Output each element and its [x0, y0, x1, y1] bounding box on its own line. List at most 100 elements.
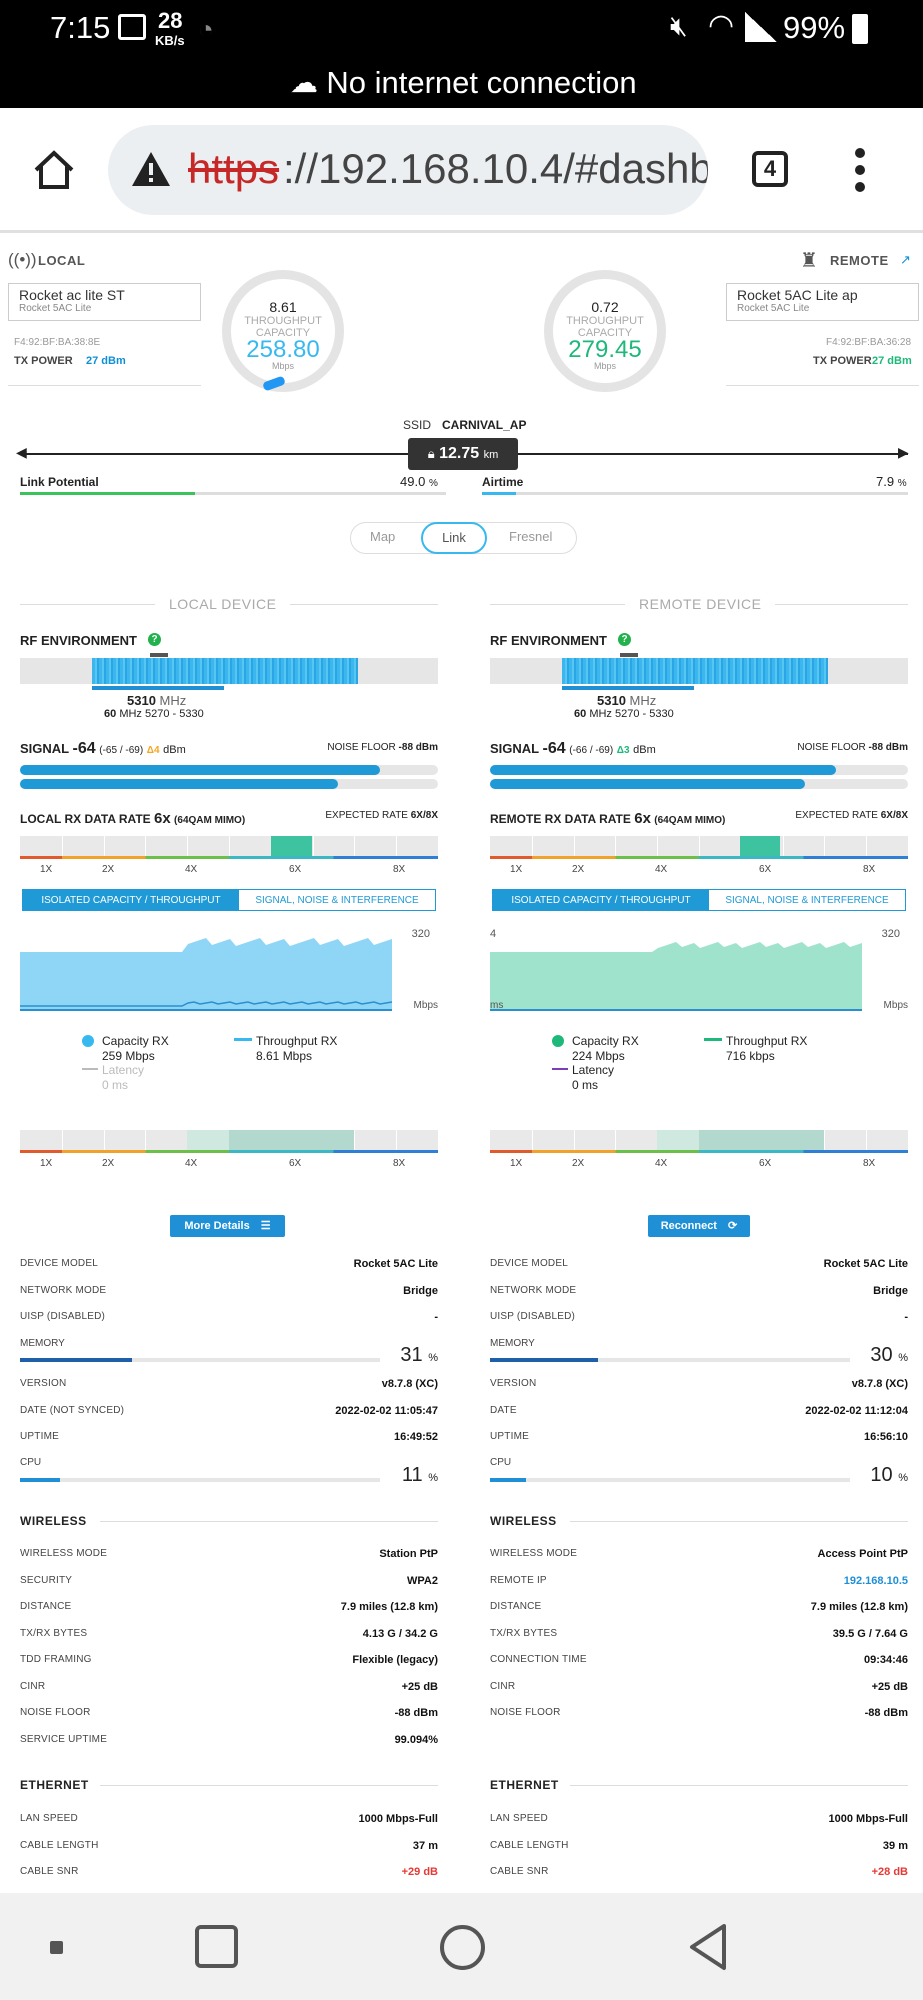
ethernet-label: LAN SPEED: [490, 1813, 548, 1824]
wifi-off-icon: ◔: [198, 14, 214, 44]
rate-tick-label: 2X: [102, 1158, 115, 1169]
info-label: NETWORK MODE: [490, 1284, 577, 1296]
wireless-label: WIRELESS MODE: [20, 1548, 108, 1559]
local-device-name-box[interactable]: Rocket ac lite ST Rocket 5AC Lite: [8, 283, 201, 321]
tab-fresnel[interactable]: Fresnel: [509, 529, 553, 544]
local-gauge-label1: THROUGHPUT: [244, 315, 322, 327]
wifi-icon: ◠: [708, 9, 735, 42]
airtime-label: Airtime: [482, 475, 524, 489]
latency-legend-icon: [552, 1068, 568, 1070]
remote-device-model: Rocket 5AC Lite: [737, 303, 810, 314]
remote-device-title: REMOTE DEVICE: [625, 596, 776, 612]
tx-rate-bar: [490, 1130, 908, 1152]
reconnect-button[interactable]: Reconnect ⟳: [648, 1215, 750, 1237]
wireless-label: SECURITY: [20, 1574, 73, 1586]
rate-tick-label: 2X: [102, 864, 115, 875]
expected-rate: EXPECTED RATE 6X/8X: [325, 810, 438, 821]
net-speed-value: 28: [158, 8, 183, 33]
tab-map[interactable]: Map: [370, 529, 396, 544]
info-label: VERSION: [20, 1378, 67, 1389]
info-value: -: [904, 1311, 908, 1323]
ethernet-section-title: ETHERNET: [490, 1778, 559, 1792]
capacity-legend-value: 259 Mbps: [102, 1049, 155, 1063]
throughput-legend-value: 716 kbps: [726, 1049, 775, 1063]
remote-gauge-label1: THROUGHPUT: [566, 315, 644, 327]
wireless-label: WIRELESS MODE: [490, 1548, 578, 1559]
battery-text: 99%: [783, 10, 846, 45]
cpu-label: CPU: [490, 1457, 512, 1468]
airtime-value: 7.9 %: [876, 474, 907, 489]
rf-width: 60 MHz 5270 - 5330: [574, 708, 674, 720]
back-icon[interactable]: [688, 1923, 728, 1971]
throughput-legend-icon: [234, 1038, 252, 1041]
wireless-value: -88 dBm: [394, 1707, 438, 1719]
tab-signal-noise[interactable]: SIGNAL, NOISE & INTERFERENCE: [255, 895, 419, 906]
image-icon: [118, 14, 146, 40]
arrow-right-icon: ▶: [898, 444, 909, 460]
wireless-value: 09:34:46: [863, 1654, 908, 1666]
info-value: v8.7.8 (XC): [851, 1378, 908, 1390]
throughput-legend-label: Throughput RX: [256, 1034, 338, 1048]
wireless-value: WPA2: [407, 1574, 438, 1587]
recents-dot-icon[interactable]: [50, 1941, 63, 1954]
info-label: DATE: [490, 1404, 517, 1416]
memory-value: 31 %: [400, 1344, 438, 1366]
help-icon[interactable]: ?: [148, 633, 161, 646]
ethernet-value: 1000 Mbps-Full: [828, 1813, 908, 1825]
throughput-legend-label: Throughput RX: [726, 1034, 808, 1048]
signal-chain1-bar: [490, 779, 908, 789]
tab-count-button[interactable]: 4: [752, 151, 788, 187]
ethernet-label: CABLE LENGTH: [490, 1839, 569, 1851]
tab-signal-noise[interactable]: SIGNAL, NOISE & INTERFERENCE: [725, 895, 889, 906]
wireless-value: Station PtP: [379, 1548, 438, 1560]
wireless-value: 7.9 miles (12.8 km): [340, 1601, 438, 1613]
local-throughput: 8.61: [269, 299, 297, 315]
capacity-legend-label: Capacity RX: [572, 1034, 639, 1048]
capacity-legend-dot: [552, 1035, 564, 1047]
info-value: -: [434, 1311, 438, 1323]
tab-isolated-capacity[interactable]: ISOLATED CAPACITY / THROUGHPUT: [23, 890, 239, 910]
latency-legend-icon: [82, 1068, 98, 1070]
ethernet-value: +29 dB: [401, 1866, 438, 1878]
list-icon: ☰: [260, 1220, 271, 1232]
home-icon[interactable]: [32, 148, 76, 192]
rate-tick-label: 2X: [572, 1158, 585, 1169]
rf-frequency: 5310 MHz: [597, 693, 657, 708]
overflow-menu-icon[interactable]: [855, 148, 865, 192]
help-icon[interactable]: ?: [618, 633, 631, 646]
wireless-value: Flexible (legacy): [352, 1654, 438, 1666]
rate-tick-label: 2X: [572, 864, 585, 875]
rf-channel-marker: [620, 653, 638, 657]
remote-mac: F4:92:BF:BA:36:28: [826, 337, 912, 348]
tab-isolated-capacity[interactable]: ISOLATED CAPACITY / THROUGHPUT: [493, 890, 709, 910]
wireless-value: 39.5 G / 7.64 G: [832, 1627, 908, 1640]
info-label: UPTIME: [490, 1431, 529, 1442]
home-button-icon[interactable]: [440, 1925, 485, 1970]
wireless-label: CONNECTION TIME: [490, 1654, 587, 1665]
remote-txpower-label: TX POWER: [813, 355, 872, 367]
url-bar[interactable]: https ://192.168.10.4/#dashb: [108, 125, 708, 215]
remote-capacity: 279.45: [568, 336, 642, 363]
noise-floor: NOISE FLOOR -88 dBm: [327, 742, 438, 753]
remote-throughput: 0.72: [591, 299, 619, 315]
cpu-label: CPU: [20, 1457, 42, 1468]
tab-link[interactable]: Link: [421, 522, 487, 554]
rate-tick-label: 8X: [863, 864, 876, 875]
rate-tick-label: 6X: [289, 1158, 302, 1169]
recents-icon[interactable]: [195, 1925, 238, 1968]
chart-max-label: 320: [411, 928, 430, 940]
link-potential-bar: [20, 492, 446, 495]
browser-toolbar: https ://192.168.10.4/#dashb 4: [0, 108, 923, 233]
latency-unit-label: ms: [490, 1000, 504, 1011]
more-details-button[interactable]: More Details ☰: [170, 1215, 285, 1237]
local-device-title: LOCAL DEVICE: [155, 596, 291, 612]
external-link-icon[interactable]: ↗: [900, 252, 911, 267]
ethernet-label: LAN SPEED: [20, 1813, 78, 1824]
ssid-value: CARNIVAL_AP: [442, 418, 527, 432]
remote-device-name-box[interactable]: Rocket 5AC Lite ap Rocket 5AC Lite: [726, 283, 919, 321]
wireless-value: +25 dB: [401, 1680, 438, 1693]
remote-tower-icon: ♜: [800, 250, 818, 272]
rf-spectrum: [20, 658, 438, 684]
chart-max-label: 320: [881, 928, 900, 940]
ethernet-value: 39 m: [882, 1839, 908, 1852]
